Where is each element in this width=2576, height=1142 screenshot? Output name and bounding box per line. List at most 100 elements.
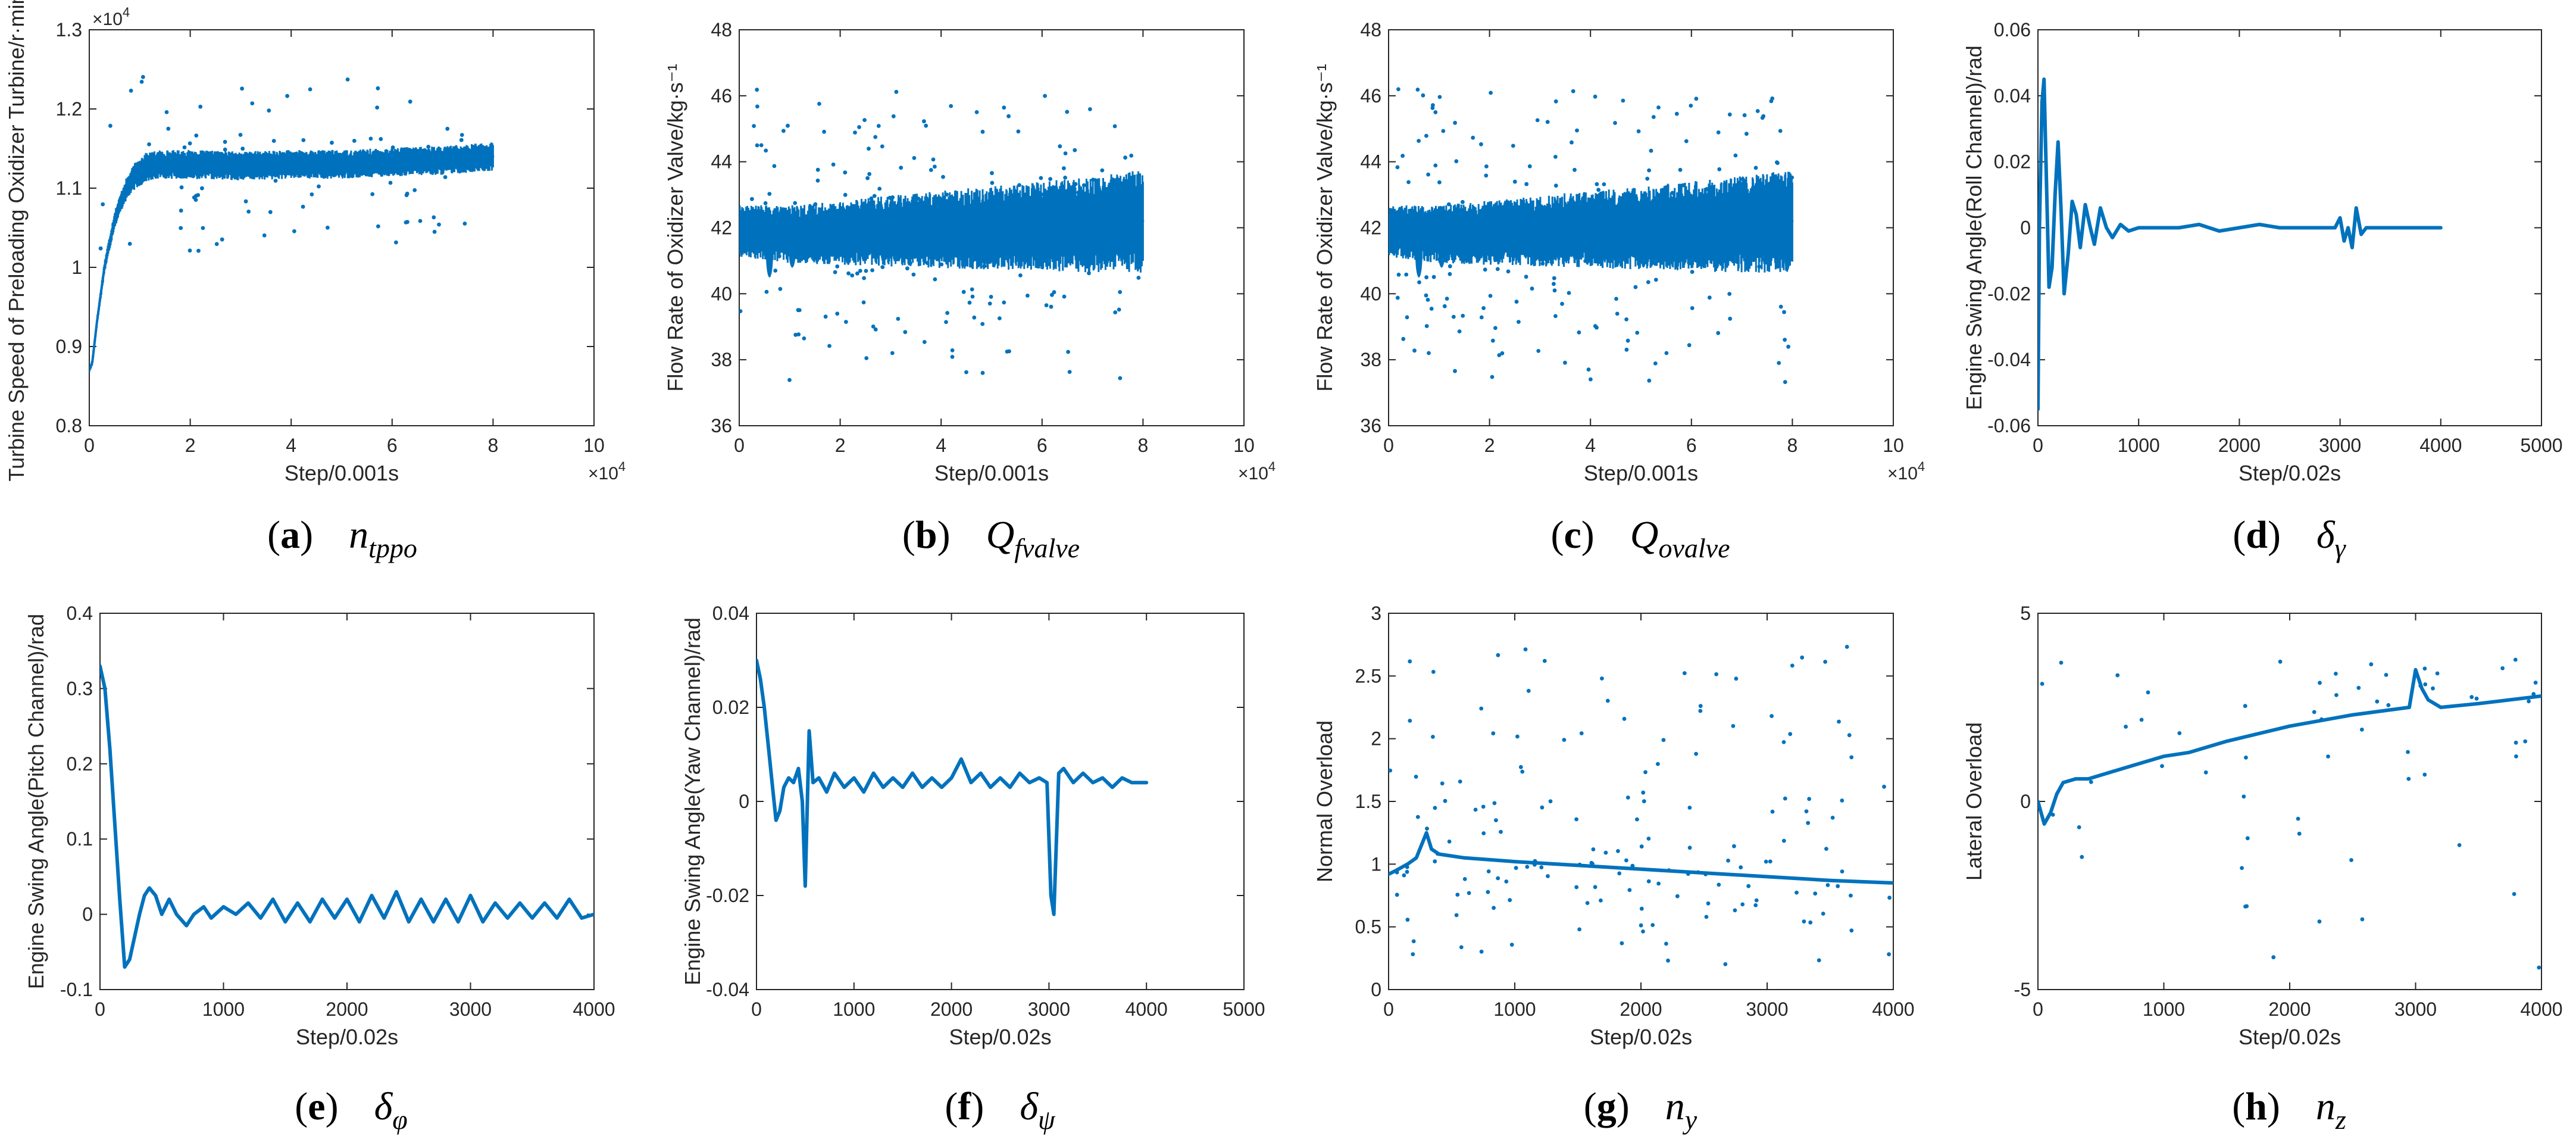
outlier-point bbox=[1567, 291, 1571, 295]
outlier-point bbox=[1118, 376, 1123, 380]
y-tick-label: 1.1 bbox=[56, 177, 82, 199]
outlier-point bbox=[907, 211, 911, 216]
outlier-point bbox=[1726, 859, 1730, 863]
outlier-point bbox=[912, 156, 917, 160]
outlier-point bbox=[372, 154, 376, 158]
outlier-point bbox=[1002, 105, 1006, 110]
outlier-point bbox=[1586, 207, 1590, 211]
outlier-point bbox=[1481, 831, 1486, 835]
outlier-point bbox=[268, 210, 273, 214]
outlier-point bbox=[757, 232, 762, 237]
outlier-point bbox=[1016, 129, 1021, 134]
outlier-point bbox=[767, 192, 772, 196]
outlier-point bbox=[318, 163, 323, 167]
outlier-point bbox=[1735, 183, 1739, 187]
outlier-point bbox=[1535, 118, 1540, 123]
outlier-point bbox=[2369, 662, 2374, 667]
outlier-point bbox=[777, 254, 781, 258]
outlier-point bbox=[1448, 264, 1452, 269]
outlier-point bbox=[1431, 735, 1435, 739]
outlier-point bbox=[1674, 228, 1678, 232]
outlier-point bbox=[1457, 329, 1462, 333]
outlier-point bbox=[1447, 218, 1452, 222]
outlier-point bbox=[1039, 176, 1043, 180]
y-tick-label: 3 bbox=[1371, 603, 1381, 624]
outlier-point bbox=[1760, 116, 1765, 120]
outlier-point bbox=[1821, 912, 1825, 916]
outlier-point bbox=[2059, 660, 2064, 665]
noise-band bbox=[89, 142, 494, 373]
outlier-point bbox=[1047, 224, 1051, 228]
outlier-point bbox=[1590, 862, 1595, 866]
outlier-point bbox=[1783, 338, 1787, 342]
outlier-point bbox=[324, 167, 329, 172]
x-tick-label: 2000 bbox=[326, 999, 368, 1020]
outlier-point bbox=[1682, 671, 1687, 675]
outlier-point bbox=[1415, 815, 1420, 819]
outlier-point bbox=[1478, 230, 1483, 235]
outlier-point bbox=[1586, 367, 1591, 372]
panel-d: 0 1000 2000 3000 4000 5000 -0.06 -0.04 -0.02 0 0.0… bbox=[1962, 19, 2563, 563]
outlier-point bbox=[922, 119, 926, 124]
x-tick-label: 3000 bbox=[2394, 999, 2437, 1020]
outlier-point bbox=[1479, 142, 1483, 146]
outlier-point bbox=[1052, 290, 1056, 295]
outlier-point bbox=[1471, 246, 1475, 251]
outlier-point bbox=[941, 200, 946, 205]
outlier-point bbox=[1781, 740, 1786, 744]
x-tick-label: 3000 bbox=[449, 999, 492, 1020]
panel-caption: (h) nz bbox=[2232, 1085, 2346, 1135]
outlier-point bbox=[1593, 94, 1598, 99]
outlier-point bbox=[2278, 659, 2283, 664]
outlier-point bbox=[992, 247, 996, 252]
outlier-point bbox=[1400, 154, 1405, 158]
outlier-point bbox=[1790, 663, 1795, 668]
outlier-point bbox=[1476, 243, 1481, 248]
outlier-point bbox=[1753, 903, 1758, 907]
outlier-point bbox=[922, 340, 927, 344]
y-tick-label: -0.02 bbox=[706, 885, 749, 906]
outlier-point bbox=[139, 80, 144, 84]
outlier-point bbox=[2527, 699, 2531, 704]
outlier-point bbox=[2537, 965, 2541, 970]
outlier-point bbox=[2080, 854, 2084, 859]
y-tick-label: 48 bbox=[711, 19, 732, 40]
outlier-point bbox=[330, 141, 334, 145]
data-series-delta_gamma bbox=[2038, 77, 2443, 411]
y-tick-label: 42 bbox=[711, 217, 732, 239]
outlier-point bbox=[797, 230, 802, 235]
outlier-point bbox=[1685, 208, 1690, 213]
outlier-point bbox=[2203, 770, 2208, 775]
outlier-point bbox=[1044, 303, 1049, 308]
outlier-point bbox=[1067, 370, 1072, 374]
outlier-point bbox=[1091, 177, 1095, 182]
y-tick-label: 0 bbox=[2020, 791, 2031, 812]
outlier-point bbox=[1039, 192, 1044, 197]
outlier-point bbox=[980, 129, 985, 134]
outlier-point bbox=[146, 167, 151, 172]
x-axis-label: Step/0.001s bbox=[1584, 461, 1698, 485]
outlier-point bbox=[1542, 659, 1547, 663]
outlier-point bbox=[1525, 865, 1530, 869]
outlier-point bbox=[1112, 223, 1117, 227]
x-tick-label: 0 bbox=[1383, 999, 1394, 1020]
outlier-point bbox=[1617, 871, 1622, 876]
panel-g: 0 1000 2000 3000 4000 0 0.5 1 1.5 2 2.5 3 Step/0.02s… bbox=[1312, 603, 1915, 1135]
outlier-point bbox=[1429, 307, 1434, 311]
outlier-point bbox=[862, 237, 866, 242]
outlier-point bbox=[2514, 754, 2518, 759]
outlier-point bbox=[1627, 888, 1632, 893]
outlier-point bbox=[1526, 688, 1531, 693]
outlier-point bbox=[243, 199, 248, 204]
outlier-point bbox=[345, 77, 350, 82]
outlier-point bbox=[750, 196, 754, 201]
outlier-point bbox=[1625, 795, 1630, 800]
outlier-point bbox=[1595, 182, 1599, 186]
outlier-point bbox=[1570, 140, 1574, 145]
outlier-point bbox=[1847, 733, 1852, 738]
outlier-point bbox=[1705, 187, 1709, 191]
outlier-point bbox=[187, 248, 192, 253]
outlier-point bbox=[1600, 676, 1604, 681]
outlier-point bbox=[1503, 232, 1507, 236]
